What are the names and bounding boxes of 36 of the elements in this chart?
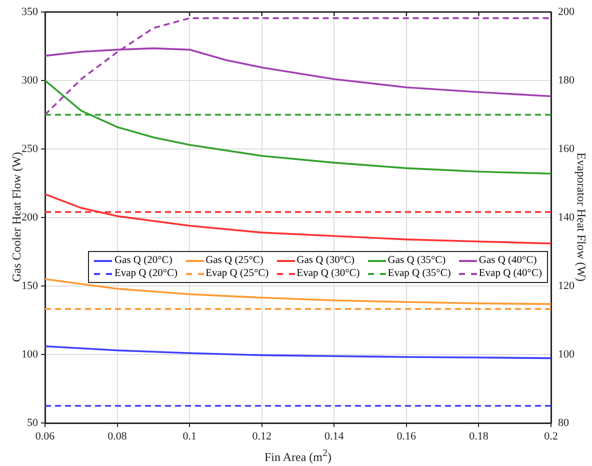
y-tick-label: 300 — [22, 74, 38, 86]
legend-label: Evap Q (30°C) — [296, 268, 360, 279]
x-axis-title: Fin Area (m$^{2}$) — [264, 448, 332, 465]
x-tick-label: 0.12 — [252, 430, 272, 442]
legend-label: Gas Q (25°C) — [206, 255, 264, 266]
y-tick-label: 100 — [22, 348, 38, 360]
x-tick-label: 0.16 — [396, 430, 417, 442]
legend-label: Evap Q (20°C) — [114, 268, 178, 279]
legend-label: Gas Q (35°C) — [388, 255, 446, 266]
y2-axis-title: Evaporator Heat Flow (W) — [574, 152, 588, 282]
x-tick-label: 0.14 — [324, 430, 344, 442]
y2-tick-label: 120 — [558, 280, 575, 292]
y2-tick-label: 200 — [558, 6, 575, 18]
x-tick-label: 0.2 — [544, 430, 558, 442]
y-tick-label: 150 — [22, 280, 38, 292]
y-tick-label: 200 — [22, 211, 38, 224]
y-axis-title: Gas Cooler Heat Flow (W) — [10, 152, 24, 282]
y2-tick-label: 180 — [558, 74, 575, 86]
y2-tick-label: 80 — [558, 416, 570, 429]
legend-label: Gas Q (40°C) — [478, 255, 537, 266]
line-series — [45, 17, 551, 116]
legend-label: Gas Q (30°C) — [296, 255, 355, 266]
legend-label: Gas Q (20°C) — [114, 255, 172, 266]
y-tick-label: 250 — [22, 142, 38, 155]
y2-tick-label: 160 — [558, 142, 575, 155]
x-tick-label: 0.08 — [108, 430, 128, 442]
y-tick-label: 50 — [27, 416, 38, 429]
legend-label: Evap Q (35°C) — [388, 268, 451, 279]
x-tick-label: 0.18 — [469, 430, 489, 442]
y2-tick-label: 140 — [558, 211, 575, 224]
x-tick-label: 0.06 — [35, 430, 56, 442]
y2-tick-label: 100 — [558, 348, 575, 360]
legend-label: Evap Q (40°C) — [478, 268, 542, 279]
legend-label: Evap Q (25°C) — [206, 268, 269, 279]
x-tick-label: 0.1 — [182, 430, 196, 442]
y-tick-label: 350 — [22, 6, 38, 18]
